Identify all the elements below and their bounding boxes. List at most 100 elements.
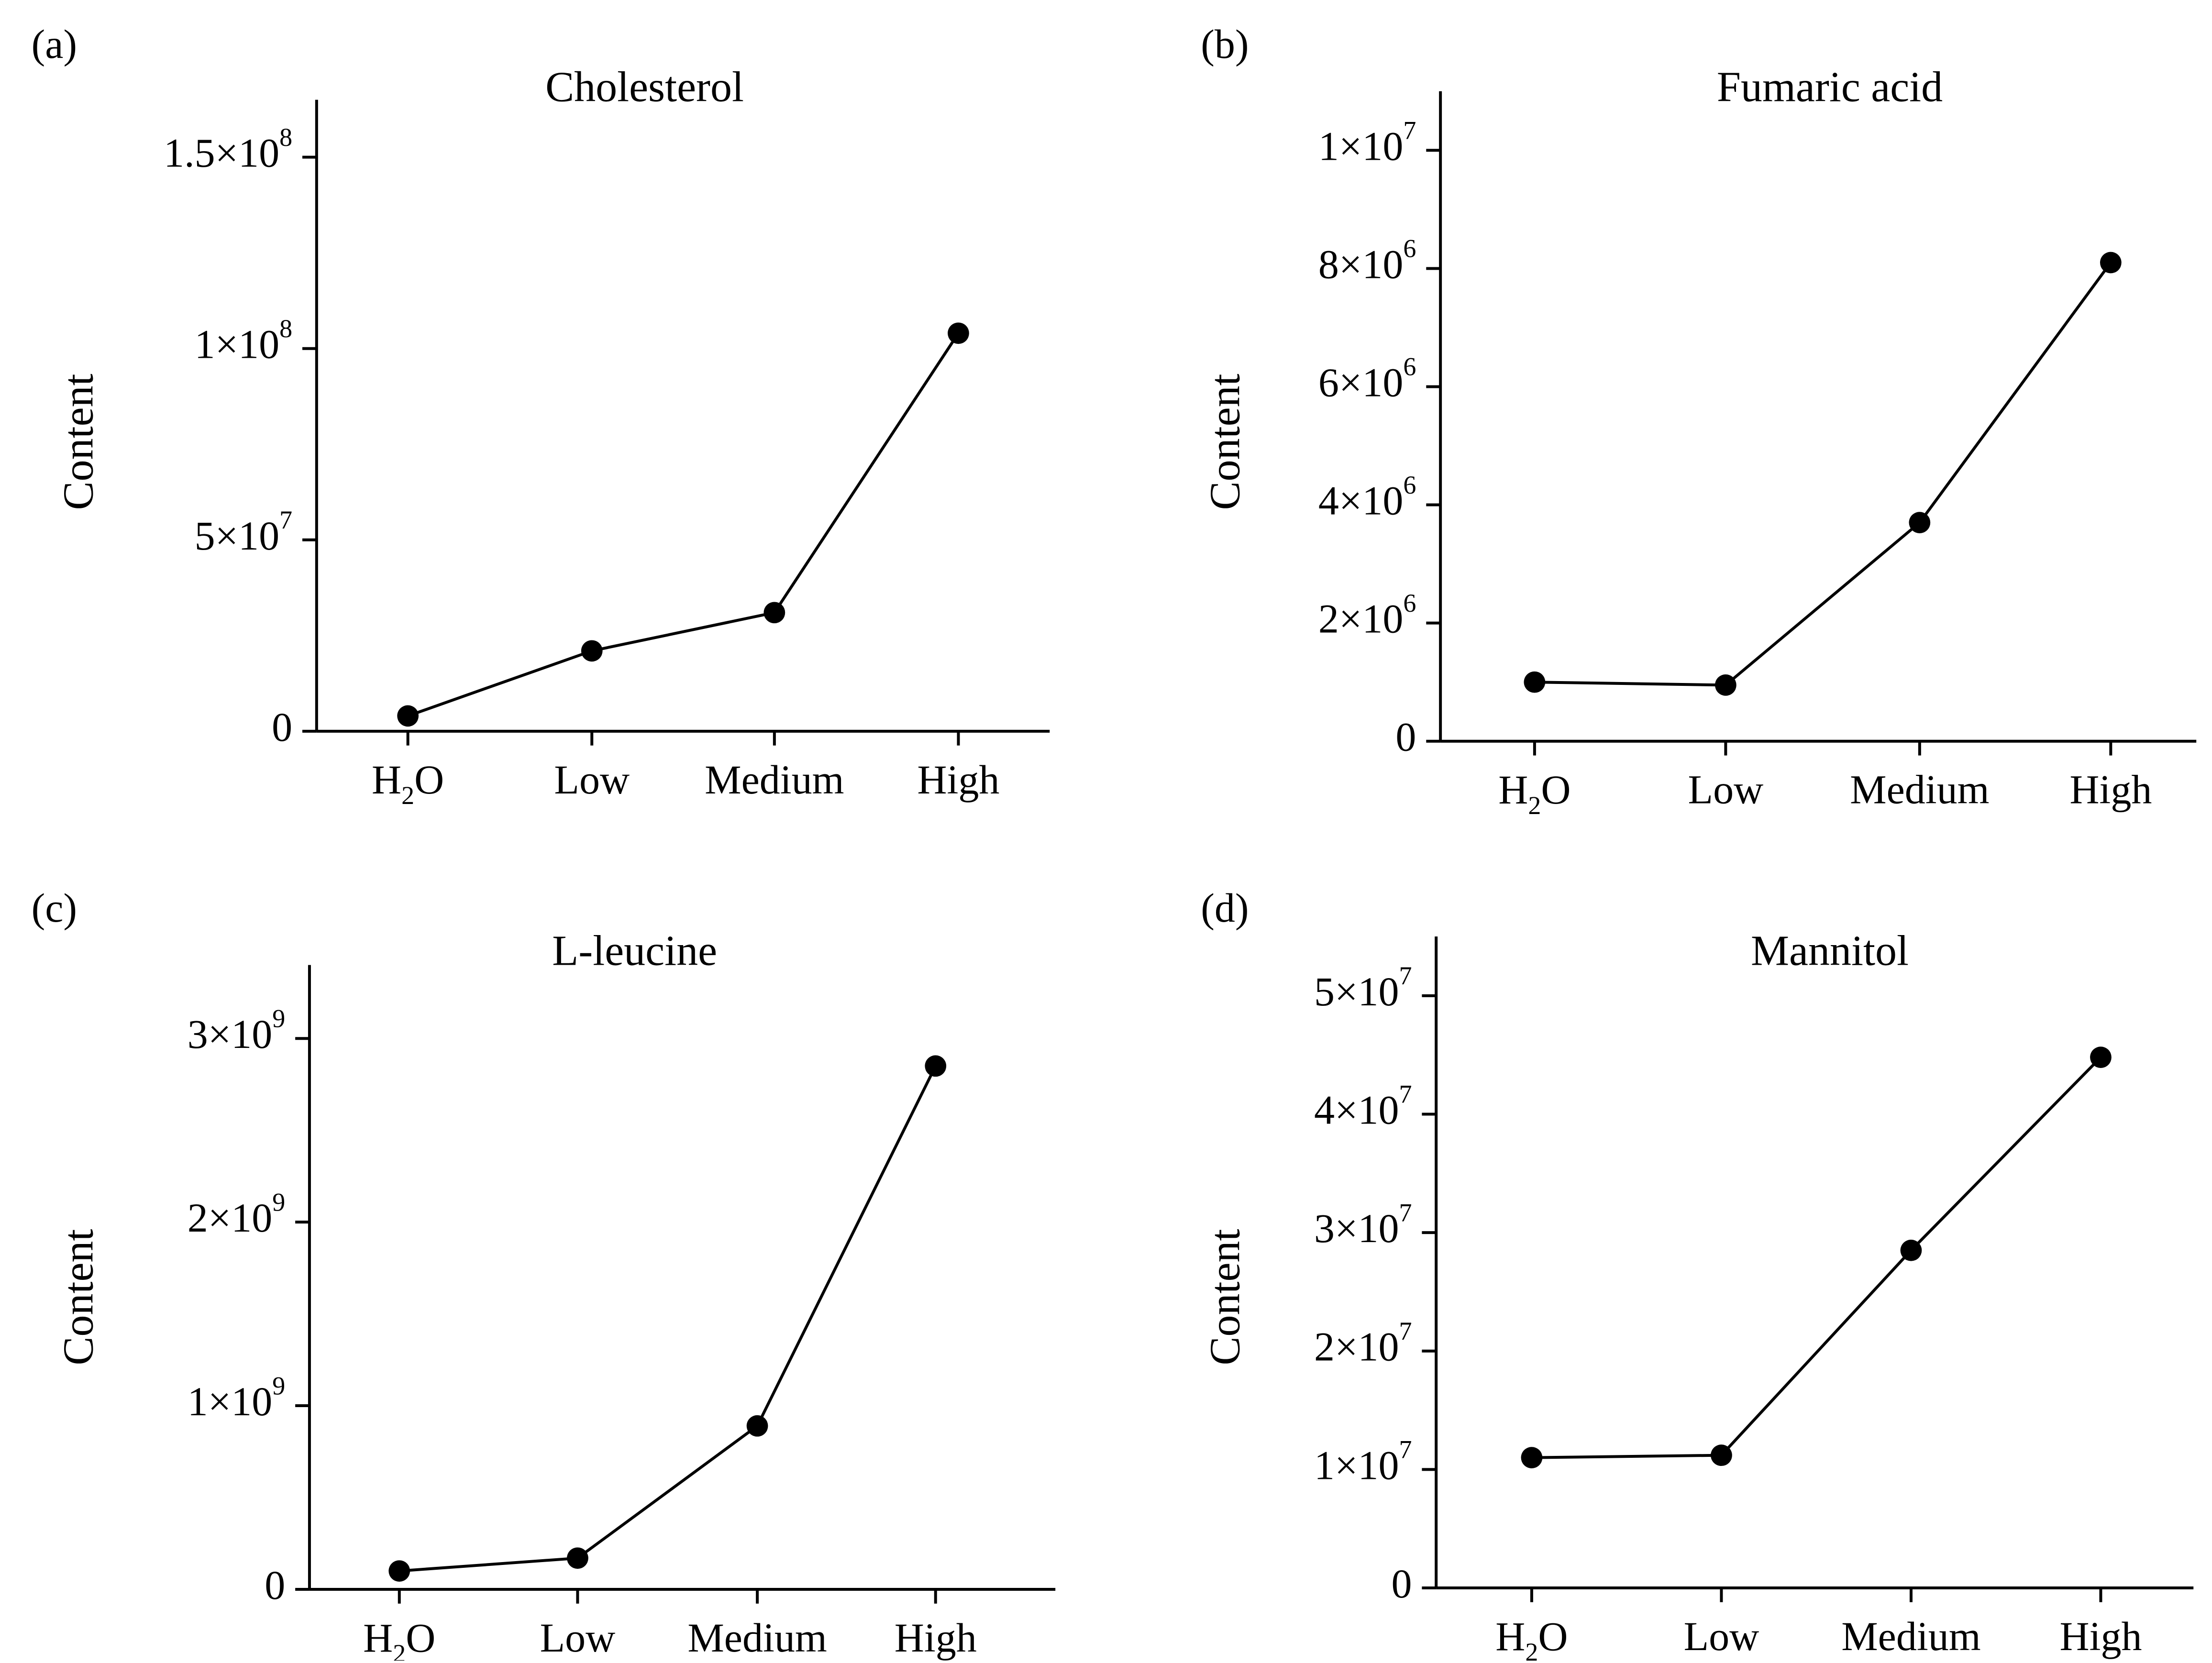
x-tick-label: High <box>895 1615 977 1661</box>
x-tick-label: Low <box>554 757 630 803</box>
y-tick-mantissa: 1×10 <box>188 1378 273 1424</box>
y-axis-label: Content <box>55 1229 102 1366</box>
y-tick-label: 1×108 <box>195 314 293 367</box>
y-tick-mantissa: 0 <box>1391 1561 1412 1607</box>
y-tick-mantissa: 0 <box>272 704 292 750</box>
y-tick-label: 5×107 <box>1314 961 1412 1014</box>
x-tick-label-h: H <box>372 757 401 803</box>
x-tick-label: H2O <box>363 1615 435 1661</box>
x-tick-label: Low <box>540 1615 616 1661</box>
data-point-h2o <box>397 705 419 727</box>
y-tick-exponent: 6 <box>1403 352 1416 381</box>
y-tick-exponent: 8 <box>279 123 292 152</box>
series-line <box>407 332 960 717</box>
y-tick-label: 0 <box>1391 1561 1412 1607</box>
y-tick-mantissa: 1×10 <box>195 321 280 367</box>
y-tick-mantissa: 2×10 <box>1318 595 1404 641</box>
x-tick-label-o: O <box>414 757 444 803</box>
y-tick-label: 1.5×108 <box>164 123 292 176</box>
y-tick-exponent: 9 <box>272 1188 285 1217</box>
y-tick-exponent: 6 <box>1403 234 1416 263</box>
y-tick-label: 4×107 <box>1314 1080 1412 1133</box>
y-tick-label: 1×107 <box>1318 116 1416 169</box>
y-tick-mantissa: 4×10 <box>1318 477 1404 523</box>
y-tick-label: 0 <box>265 1562 285 1608</box>
panel-label: (a) <box>32 21 77 67</box>
x-tick-label: High <box>917 757 999 803</box>
data-point-high <box>925 1055 947 1077</box>
y-tick-exponent: 6 <box>1403 471 1416 499</box>
y-tick-label: 1×107 <box>1314 1435 1412 1488</box>
chart-title: Mannitol <box>1751 927 1909 974</box>
x-tick-label-o: O <box>1541 767 1571 813</box>
data-point-low <box>1711 1444 1732 1466</box>
data-point-medium <box>763 602 785 624</box>
y-tick-exponent: 7 <box>1403 116 1416 145</box>
y-tick-exponent: 7 <box>1399 1199 1412 1227</box>
chart-title: Cholesterol <box>545 63 744 110</box>
y-tick-mantissa: 8×10 <box>1318 241 1404 287</box>
y-axis-label: Content <box>55 374 102 510</box>
y-tick-label: 0 <box>1395 714 1416 760</box>
x-tick-label: Low <box>1684 1613 1759 1659</box>
y-tick-exponent: 6 <box>1403 589 1416 617</box>
y-tick-mantissa: 3×10 <box>1314 1205 1399 1251</box>
y-tick-label: 2×107 <box>1314 1317 1412 1369</box>
y-tick-label: 3×109 <box>188 1004 286 1057</box>
data-point-low <box>567 1547 588 1569</box>
series-line <box>1534 262 2112 687</box>
x-tick-label: Medium <box>705 757 844 803</box>
x-tick-label: H2O <box>1498 767 1571 820</box>
data-point-high <box>2090 1046 2112 1068</box>
x-tick-label: Medium <box>687 1615 827 1661</box>
series-line <box>399 1065 937 1573</box>
y-tick-exponent: 9 <box>272 1372 285 1400</box>
chart-panel-1: (a)CholesterolContent05×1071×1081.5×108H… <box>32 21 1050 810</box>
y-tick-label: 2×106 <box>1318 589 1416 641</box>
y-tick-exponent: 8 <box>279 314 292 343</box>
y-tick-mantissa: 3×10 <box>188 1011 273 1057</box>
panel-label: (b) <box>1201 21 1249 67</box>
y-tick-label: 5×107 <box>195 506 293 558</box>
data-point-h2o <box>1524 671 1546 693</box>
x-tick-label: Medium <box>1841 1613 1980 1659</box>
y-tick-label: 0 <box>272 704 292 750</box>
data-point-h2o <box>388 1560 410 1582</box>
y-tick-mantissa: 4×10 <box>1314 1087 1399 1133</box>
panel-label: (c) <box>32 885 77 931</box>
x-tick-label: Medium <box>1850 767 1989 813</box>
x-tick-label: High <box>2069 767 2152 813</box>
y-tick-mantissa: 6×10 <box>1318 359 1404 405</box>
x-tick-label: High <box>2059 1613 2142 1659</box>
x-tick-label: H2O <box>1495 1613 1568 1661</box>
x-tick-label-h: H <box>1498 767 1528 813</box>
y-tick-mantissa: 1×10 <box>1318 123 1404 169</box>
data-point-high <box>948 322 969 344</box>
y-tick-label: 3×107 <box>1314 1199 1412 1251</box>
x-tick-label: H2O <box>372 757 444 810</box>
y-tick-label: 8×106 <box>1318 234 1416 287</box>
y-tick-mantissa: 0 <box>1395 714 1416 760</box>
y-tick-label: 1×109 <box>188 1372 286 1424</box>
y-tick-exponent: 7 <box>1399 1080 1412 1109</box>
y-tick-exponent: 7 <box>279 506 292 534</box>
y-tick-mantissa: 1.5×10 <box>164 130 279 176</box>
y-axis-label: Content <box>1202 374 1249 510</box>
y-tick-label: 6×106 <box>1318 352 1416 405</box>
y-axis-label: Content <box>1202 1229 1249 1366</box>
data-point-low <box>1715 674 1736 696</box>
chart-panel-4: (d)MannitolContent01×1072×1073×1074×1075… <box>1201 885 2194 1663</box>
data-point-h2o <box>1521 1447 1543 1468</box>
data-point-low <box>581 640 603 662</box>
x-tick-label-sub: 2 <box>1525 1638 1538 1661</box>
x-tick-label-o: O <box>1538 1613 1568 1659</box>
y-tick-mantissa: 1×10 <box>1314 1442 1399 1488</box>
y-tick-mantissa: 0 <box>265 1562 285 1608</box>
chart-title: L-leucine <box>552 927 717 974</box>
data-point-medium <box>1909 512 1931 533</box>
y-tick-exponent: 7 <box>1399 1317 1412 1345</box>
x-tick-label: Low <box>1688 767 1764 813</box>
